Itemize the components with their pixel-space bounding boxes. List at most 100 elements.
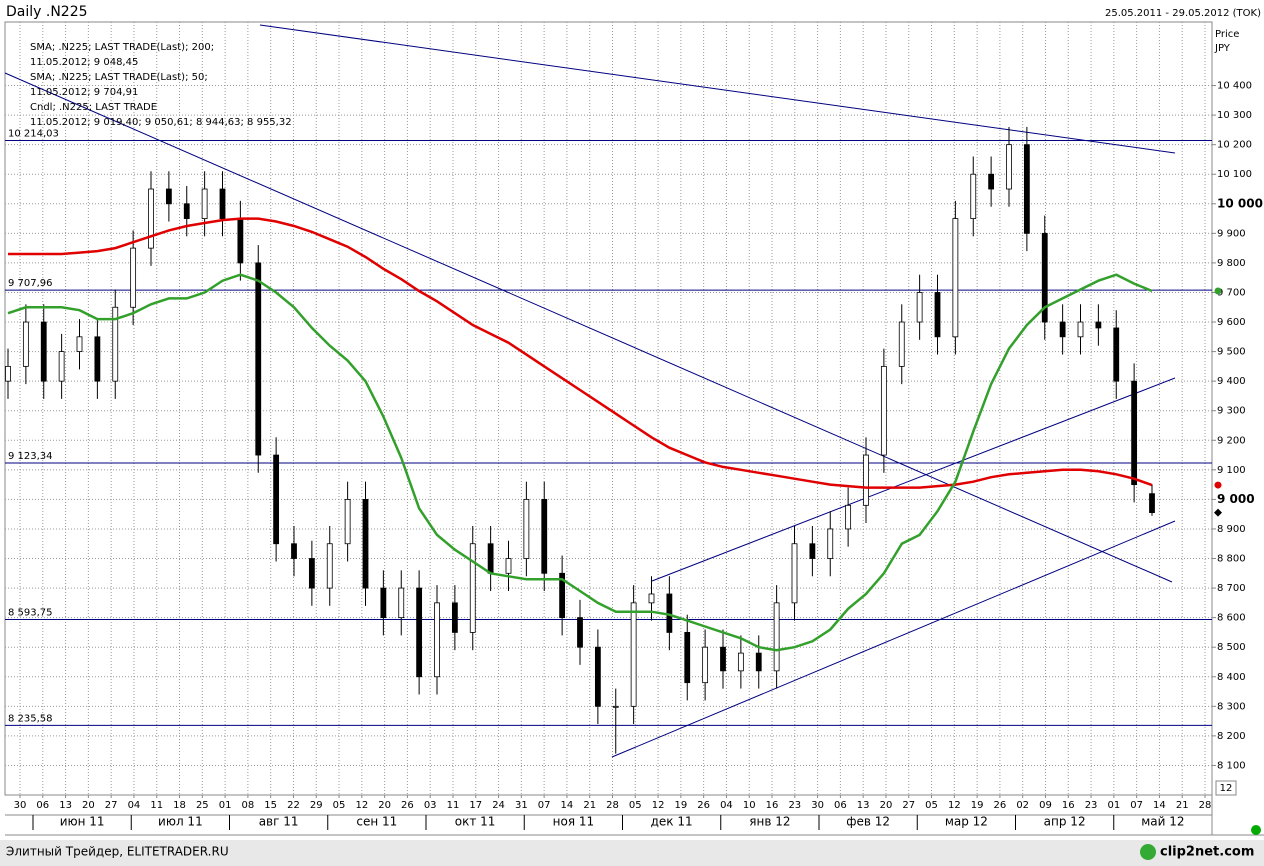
- date-range: 25.05.2011 - 29.05.2012 (TOK): [1105, 8, 1261, 19]
- y-tick-label: 8 300: [1217, 701, 1246, 712]
- month-label: сен 11: [356, 815, 397, 829]
- x-tick-label: 15: [264, 800, 277, 811]
- candle-body: [863, 454, 869, 506]
- candle-body: [255, 262, 262, 456]
- x-tick-label: 24: [492, 800, 505, 811]
- candle-body: [791, 543, 798, 604]
- x-tick-label: 16: [1062, 800, 1075, 811]
- candle-body: [22, 321, 29, 367]
- y-tick-label: 8 600: [1217, 613, 1246, 624]
- x-tick-label: 20: [378, 800, 391, 811]
- candle-body: [451, 602, 458, 633]
- candle-body: [326, 543, 333, 589]
- x-tick-label: 18: [173, 800, 186, 811]
- last-value-marker: [1214, 287, 1222, 295]
- x-tick-label: 25: [196, 800, 209, 811]
- y-tick-label: 8 900: [1217, 524, 1246, 535]
- candle-body: [630, 602, 637, 707]
- candle-body: [916, 292, 923, 323]
- x-tick-label: 04: [720, 800, 733, 811]
- x-tick-label: 07: [538, 800, 551, 811]
- y-tick-label: 10 400: [1217, 81, 1252, 92]
- candle-body: [1041, 232, 1048, 323]
- x-tick-label: 10: [743, 800, 756, 811]
- legend-entry: Cndl; .N225; LAST TRADE: [30, 102, 157, 113]
- x-tick-label: 14: [1153, 800, 1166, 811]
- y-tick-label: 10 000: [1217, 196, 1263, 210]
- x-tick-label: 05: [629, 800, 642, 811]
- y-tick-label: 9 400: [1217, 376, 1246, 387]
- y-tick-label: 9 100: [1217, 465, 1246, 476]
- trend-line: [4, 72, 1173, 583]
- candle-body: [577, 617, 583, 648]
- month-label: май 12: [1141, 815, 1184, 829]
- x-tick-label: 30: [811, 800, 824, 811]
- y-tick-label: 8 500: [1217, 642, 1246, 653]
- y-tick-label: 9 700: [1217, 287, 1246, 298]
- x-tick-label: 06: [834, 800, 847, 811]
- x-tick-label: 30: [14, 800, 27, 811]
- candle-body: [845, 504, 852, 530]
- y-axis-label: JPY: [1214, 43, 1231, 54]
- footer-source: Элитный Трейдер, ELITETRADER.RU: [6, 845, 229, 859]
- candle-body: [183, 203, 190, 219]
- x-tick-label: 06: [36, 800, 49, 811]
- candle-body: [487, 543, 494, 574]
- candle-body: [594, 646, 601, 707]
- month-label: авг 11: [259, 815, 299, 829]
- candle-body: [505, 558, 512, 574]
- sma-line: [7, 273, 1153, 652]
- x-tick-label: 01: [219, 800, 232, 811]
- candle-body: [970, 173, 977, 219]
- candle-body: [308, 558, 315, 589]
- candle-body: [1113, 327, 1120, 382]
- x-tick-label: 20: [880, 800, 893, 811]
- candle-body: [1023, 144, 1030, 234]
- logo-icon: [1140, 844, 1156, 860]
- x-tick-label: 12: [652, 800, 665, 811]
- y-tick-label: 9 500: [1217, 347, 1246, 358]
- candle-body: [988, 173, 995, 190]
- corner-box: [1215, 780, 1237, 796]
- y-tick-label: 8 100: [1217, 760, 1246, 771]
- x-tick-label: 28: [1199, 800, 1212, 811]
- y-tick-label: 9 900: [1217, 228, 1246, 239]
- x-tick-label: 09: [1039, 800, 1052, 811]
- month-label: дек 11: [651, 815, 693, 829]
- candle-body: [344, 498, 351, 545]
- trend-line: [259, 24, 1176, 154]
- x-tick-label: 21: [1176, 800, 1189, 811]
- last-value-marker: [1214, 481, 1222, 489]
- x-tick-label: 05: [333, 800, 346, 811]
- month-label: июн 11: [60, 815, 105, 829]
- candle-body: [809, 543, 816, 559]
- y-tick-label: 9 000: [1217, 492, 1255, 506]
- month-label: фев 12: [846, 815, 890, 829]
- y-tick-label: 8 200: [1217, 731, 1246, 742]
- x-tick-label: 01: [1107, 800, 1120, 811]
- x-tick-label: 27: [105, 800, 118, 811]
- candle-body: [148, 188, 154, 249]
- legend-entry: SMA; .N225; LAST TRADE(Last); 200;: [30, 42, 214, 53]
- x-tick-label: 29: [310, 800, 323, 811]
- x-tick-label: 27: [902, 800, 915, 811]
- candle-body: [469, 543, 476, 633]
- level-label: 8 593,75: [8, 607, 53, 618]
- candle-body: [1095, 321, 1102, 329]
- x-tick-label: 13: [59, 800, 72, 811]
- x-tick-label: 19: [971, 800, 984, 811]
- x-tick-label: 21: [583, 800, 596, 811]
- candle-body: [5, 365, 11, 382]
- trend-line: [651, 377, 1176, 582]
- trend-line: [611, 520, 1176, 758]
- candle-body: [237, 218, 244, 264]
- y-tick-label: 9 200: [1217, 435, 1246, 446]
- x-tick-label: 31: [515, 800, 528, 811]
- candle-body: [58, 351, 65, 382]
- candle-body: [219, 188, 226, 219]
- month-label: июл 11: [158, 815, 203, 829]
- x-tick-label: 11: [447, 800, 460, 811]
- legend-value: 11.05.2012; 9 048,45: [30, 57, 138, 68]
- candle-body: [40, 321, 47, 382]
- candle-body: [380, 587, 387, 619]
